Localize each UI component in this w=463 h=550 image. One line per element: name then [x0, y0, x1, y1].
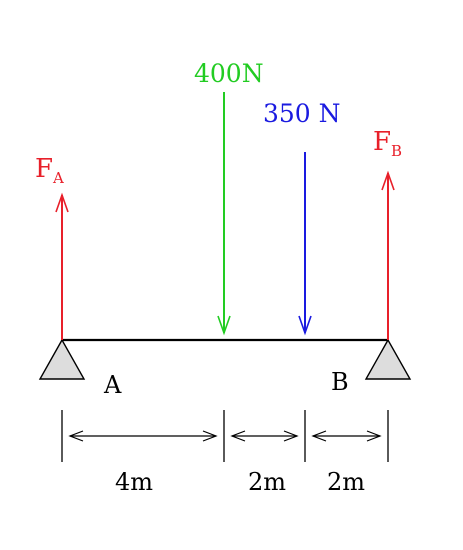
support-a-label: A: [103, 371, 122, 399]
reaction-a-label-sub: A: [52, 169, 64, 187]
reaction-a-label-main: F: [35, 154, 53, 184]
support-b-label: B: [331, 368, 349, 396]
reaction-b-label-sub: B: [391, 142, 402, 160]
load-400n-arrow: [217, 92, 231, 336]
dimension-label-2m-first: 2m: [248, 468, 286, 496]
dimension-arrow-2m-second: [311, 430, 382, 442]
dimension-arrow-4m: [68, 430, 218, 442]
load-350n-label: 350 N: [263, 99, 341, 128]
dimension-ticks: [61, 410, 389, 462]
reaction-force-b: [381, 170, 395, 340]
dimension-arrow-2m-first: [230, 430, 299, 442]
dimension-label-2m-second: 2m: [327, 468, 365, 496]
support-a-triangle: [38, 338, 86, 380]
reaction-a-label: FA: [35, 154, 64, 187]
load-400n-label: 400N: [194, 59, 264, 88]
dimension-label-4m: 4m: [115, 468, 153, 496]
reaction-b-label-main: F: [373, 127, 391, 157]
support-b-triangle: [364, 338, 412, 380]
reaction-b-label: FB: [373, 127, 402, 160]
reaction-force-a: [55, 192, 69, 340]
load-350n-arrow: [298, 152, 312, 336]
